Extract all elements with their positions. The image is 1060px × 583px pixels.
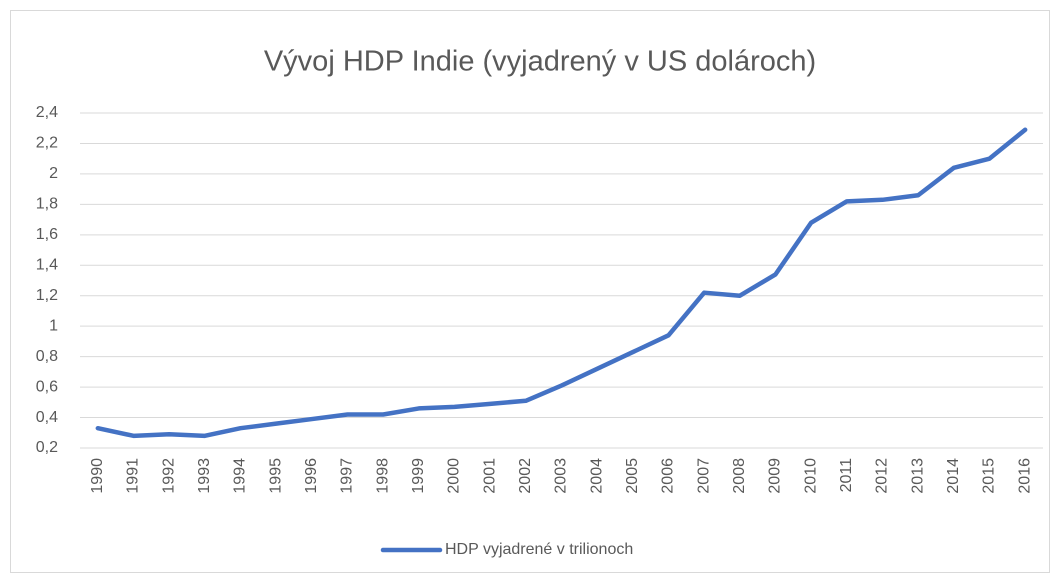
y-tick-label: 0,4 (36, 409, 58, 426)
y-tick-label: 0,6 (36, 378, 58, 395)
x-tick-label: 2012 (874, 458, 891, 494)
x-tick-label: 1993 (196, 458, 213, 494)
y-tick-label: 1,8 (36, 196, 58, 213)
y-tick-label: 0,8 (36, 348, 58, 365)
legend-label: HDP vyjadrené v trilionoch (445, 541, 633, 558)
x-tick-label: 1999 (410, 458, 427, 494)
x-tick-label: 2009 (767, 458, 784, 494)
y-tick-label: 1,4 (36, 256, 58, 273)
y-tick-label: 1,2 (36, 287, 58, 304)
x-tick-label: 2000 (446, 458, 463, 494)
x-tick-label: 1998 (374, 458, 391, 494)
x-tick-label: 2015 (981, 458, 998, 494)
y-tick-label: 0,2 (36, 439, 58, 456)
x-tick-label: 1997 (339, 458, 356, 494)
x-tick-label: 2016 (1016, 458, 1033, 494)
chart-border (10, 10, 1050, 573)
x-tick-label: 1992 (160, 458, 177, 494)
x-tick-label: 2004 (588, 458, 605, 494)
y-tick-label: 1 (49, 317, 58, 334)
x-tick-label: 1996 (303, 458, 320, 494)
x-tick-label: 1995 (267, 458, 284, 494)
x-tick-label: 2007 (695, 458, 712, 494)
x-tick-label: 2003 (553, 458, 570, 494)
x-tick-label: 2010 (802, 458, 819, 494)
x-tick-label: 2002 (517, 458, 534, 494)
y-tick-label: 1,6 (36, 226, 58, 243)
x-tick-label: 1991 (125, 458, 142, 494)
x-tick-label: 2008 (731, 458, 748, 494)
y-tick-label: 2,2 (36, 135, 58, 152)
x-tick-label: 1994 (232, 458, 249, 494)
x-tick-label: 2011 (838, 458, 855, 493)
y-tick-label: 2 (49, 165, 58, 182)
data-line (95, 127, 1028, 439)
x-tick-label: 2013 (909, 458, 926, 494)
chart-title: Vývoj HDP Indie (vyjadrený v US dolároch… (264, 46, 816, 78)
y-tick-label: 2,4 (36, 104, 58, 121)
x-tick-label: 2014 (945, 458, 962, 494)
x-tick-label: 1990 (89, 458, 106, 494)
x-tick-label: 2001 (481, 458, 498, 494)
x-tick-label: 2006 (660, 458, 677, 494)
x-tick-label: 2005 (624, 458, 641, 494)
